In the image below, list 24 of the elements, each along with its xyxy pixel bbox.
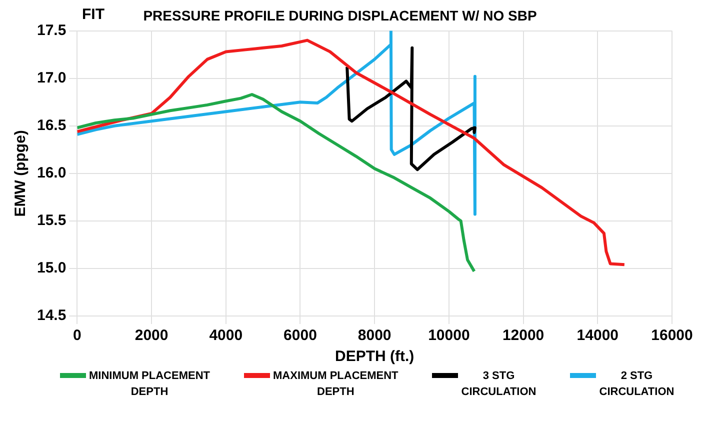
y-tick-label: 15.0 xyxy=(36,260,66,277)
legend-label: 2 STG CIRCULATION xyxy=(599,369,674,400)
legend-label: MINIMUM PLACEMENT DEPTH xyxy=(89,369,210,400)
y-tick-label: 16.5 xyxy=(36,117,66,134)
x-tick-label: 10000 xyxy=(428,327,470,344)
x-tick-label: 6000 xyxy=(284,327,317,344)
legend-label: MAXIMUM PLACEMENT DEPTH xyxy=(273,369,398,400)
x-tick-label: 12000 xyxy=(502,327,544,344)
text: FIT xyxy=(82,6,104,23)
x-tick-label: 8000 xyxy=(358,327,392,344)
legend-label: 3 STG CIRCULATION xyxy=(461,369,536,400)
x-axis-title: DEPTH (ft.) xyxy=(335,348,414,366)
x-tick-label: 4000 xyxy=(209,327,243,344)
y-tick-label: 17.0 xyxy=(36,69,66,86)
y-axis-title: EMW (ppge) xyxy=(12,130,30,217)
y-tick-label: 16.0 xyxy=(36,164,66,182)
chart-title: PRESSURE PROFILE DURING DISPLACEMENT W/ NO SBP xyxy=(143,7,537,24)
y-tick-label: 15.5 xyxy=(36,212,66,230)
x-tick-label: 16000 xyxy=(651,327,693,344)
x-tick-label: 0 xyxy=(73,327,82,344)
x-tick-label: 2000 xyxy=(134,327,168,344)
x-tick-label: 14000 xyxy=(576,327,619,344)
y-tick-label: 14.5 xyxy=(36,307,66,324)
y-tick-label: 17.5 xyxy=(36,22,66,39)
